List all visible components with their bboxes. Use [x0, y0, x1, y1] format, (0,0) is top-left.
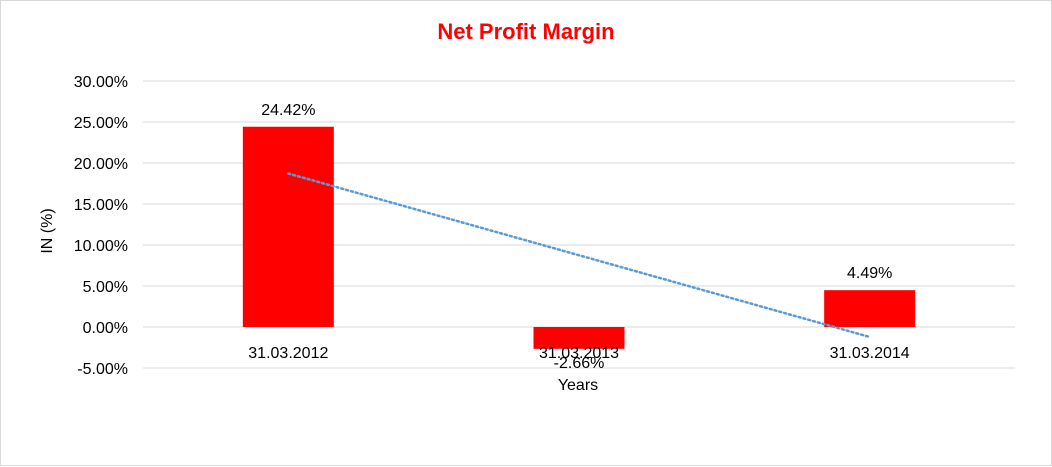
y-tick-label: 10.00% — [74, 238, 128, 255]
y-tick-label: 20.00% — [74, 156, 128, 173]
bars — [242, 126, 916, 349]
x-axis-title: Years — [558, 377, 598, 394]
data-labels: 24.42% -2.66% 4.49% — [261, 102, 892, 372]
bar — [533, 327, 625, 349]
data-label: 4.49% — [847, 265, 892, 282]
bar — [824, 290, 916, 327]
x-axis-ticks: 31.03.2012 31.03.2013 31.03.2014 — [248, 345, 910, 362]
y-tick-label: 0.00% — [83, 320, 128, 337]
x-tick-label: 31.03.2012 — [248, 345, 328, 362]
y-axis-ticks: 30.00% 25.00% 20.00% 15.00% 10.00% 5.00% 0.00%… — [74, 74, 128, 378]
y-tick-label: 15.00% — [74, 197, 128, 214]
x-tick-label: 31.03.2013 — [539, 345, 619, 362]
x-tick-label: 31.03.2014 — [830, 345, 910, 362]
data-label: -2.66% — [554, 355, 605, 372]
y-axis-title: IN (%) — [39, 208, 56, 253]
y-tick-label: -5.00% — [77, 361, 128, 378]
y-tick-label: 30.00% — [74, 74, 128, 91]
y-tick-label: 5.00% — [83, 279, 128, 296]
trendline — [287, 172, 871, 339]
chart-title: Net Profit Margin — [437, 19, 614, 44]
y-tick-label: 25.00% — [74, 115, 128, 132]
trendline-group — [287, 172, 871, 339]
bar — [242, 126, 334, 327]
data-label: 24.42% — [261, 102, 315, 119]
